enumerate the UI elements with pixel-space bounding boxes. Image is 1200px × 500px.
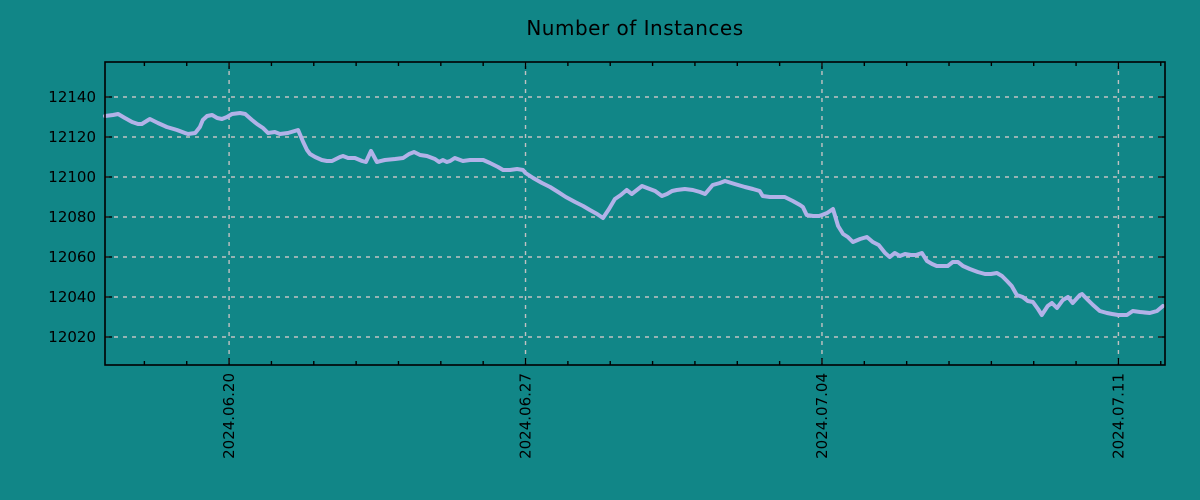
x-tick-label: 2024.06.27 xyxy=(517,373,535,459)
y-tick-label: 12120 xyxy=(48,128,96,146)
x-tick-label: 2024.06.20 xyxy=(220,373,238,459)
plot-border xyxy=(104,61,1166,366)
y-tick-label: 12040 xyxy=(48,288,96,306)
data-line-instances xyxy=(103,111,1165,317)
y-tick-label: 12140 xyxy=(48,88,96,106)
y-tick-label: 12060 xyxy=(48,248,96,266)
x-tick-label: 2024.07.04 xyxy=(813,373,831,459)
y-tick-label: 12080 xyxy=(48,208,96,226)
chart-title: Number of Instances xyxy=(526,16,744,40)
y-tick-label: 12020 xyxy=(48,328,96,346)
x-tick-label: 2024.07.11 xyxy=(1109,373,1127,459)
y-tick-label: 12100 xyxy=(48,168,96,186)
